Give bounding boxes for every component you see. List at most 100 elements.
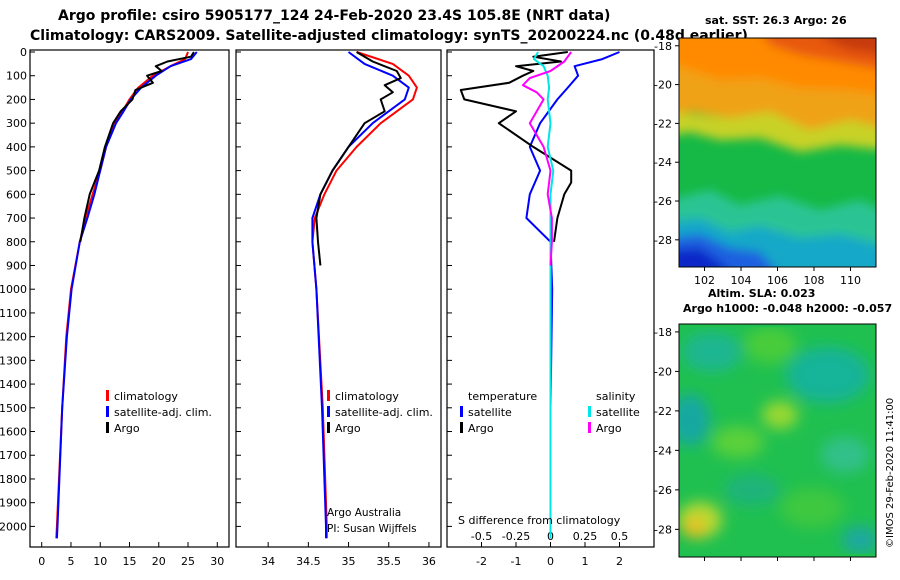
series-line-climatology <box>311 51 418 539</box>
map-y-tick-label: -24 <box>654 156 672 169</box>
series-line-s-argo <box>521 51 573 266</box>
credit-line-2: PI: Susan Wijffels <box>327 523 417 535</box>
legend-label-s-satellite: satellite <box>596 406 640 419</box>
depth-tick-label: 1100 <box>0 307 27 320</box>
map-x-tick-label: 106 <box>767 274 788 287</box>
difference-series <box>459 51 620 539</box>
sla-map-axes: -18 -20 -22 -24 -26 -28 <box>654 326 851 561</box>
sla-map-field <box>679 324 876 557</box>
depth-tick-label: 1400 <box>0 378 27 391</box>
map-y-tick-label: -24 <box>654 444 672 457</box>
x-tick-label: 0 <box>38 555 45 568</box>
legend-swatch-s-argo <box>588 422 591 433</box>
difference-x-axis: -2 -1 0 1 2-0.5 -0.25 0 0.25 0.5 <box>471 530 628 568</box>
map-x-tick-label: 102 <box>694 274 715 287</box>
series-line-argo <box>79 51 195 242</box>
legend-label-argo: Argo <box>114 422 140 435</box>
depth-tick-label: 2000 <box>0 520 27 533</box>
difference-legend: temperature salinity satellite Argo sate… <box>460 390 640 435</box>
x-tick-label: 1 <box>582 555 589 568</box>
difference-x-label: S difference from climatology <box>458 514 621 527</box>
depth-tick-label: 800 <box>6 236 27 249</box>
depth-tick-label: 1300 <box>0 354 27 367</box>
x-tick-label: 25 <box>181 555 195 568</box>
x-tick-label-salinity: 0.5 <box>611 530 629 543</box>
depth-tick-label: 1700 <box>0 449 27 462</box>
depth-tick-label: 700 <box>6 212 27 225</box>
series-line-t-argo <box>459 51 573 242</box>
x-tick-label: 20 <box>152 555 166 568</box>
map-x-tick-label: 108 <box>803 274 824 287</box>
x-tick-label-salinity: -0.25 <box>502 530 530 543</box>
temperature-series <box>55 51 198 539</box>
map-y-tick-label: -22 <box>654 405 672 418</box>
salinity-series <box>311 51 418 539</box>
legend-label-satellite: satellite-adj. clim. <box>335 406 433 419</box>
depth-axis: 0 100 200 300 400 500 600 700 800 900 1000 1100 1200… <box>0 46 452 533</box>
sla-map-title-1: Altim. SLA: 0.023 <box>708 287 815 300</box>
legend-label-satellite: satellite-adj. clim. <box>114 406 212 419</box>
x-tick-label: 35 <box>342 555 356 568</box>
legend-title-temperature: temperature <box>468 390 537 403</box>
legend-swatch-climatology <box>327 390 330 401</box>
legend-swatch-s-satellite <box>588 406 591 417</box>
map-x-tick-label: 104 <box>731 274 752 287</box>
depth-tick-label: 900 <box>6 259 27 272</box>
legend-swatch-climatology <box>106 390 109 401</box>
salinity-panel-frame <box>235 49 442 548</box>
legend-swatch-argo <box>327 422 330 433</box>
x-tick-label: -2 <box>476 555 487 568</box>
title-line-1: Argo profile: csiro 5905177_124 24-Feb-2… <box>58 8 610 24</box>
sst-map-field <box>679 38 876 267</box>
series-line-s-satellite <box>532 51 555 539</box>
series-line-t-satellite <box>525 51 620 539</box>
sst-map-axes: -18 -20 -22 -24 -26 -28 102 104 106 108 110 <box>654 40 861 287</box>
legend-label-t-argo: Argo <box>468 422 494 435</box>
temperature-x-axis: 0 5 10 15 20 25 30 <box>38 542 224 568</box>
legend-swatch-argo <box>106 422 109 433</box>
depth-tick-label: 500 <box>6 165 27 178</box>
x-tick-label-salinity: 0.25 <box>573 530 598 543</box>
sla-map-title-2: Argo h1000: -0.048 h2000: -0.057 <box>683 302 892 315</box>
legend-label-s-argo: Argo <box>596 422 622 435</box>
x-tick-label: 5 <box>67 555 74 568</box>
depth-tick-label: 600 <box>6 188 27 201</box>
depth-tick-label: 200 <box>6 93 27 106</box>
map-y-tick-label: -28 <box>654 523 672 536</box>
depth-tick-label: 1000 <box>0 283 27 296</box>
map-y-tick-label: -28 <box>654 234 672 247</box>
legend-title-salinity: salinity <box>596 390 636 403</box>
salinity-x-axis: 34 34.5 35 35.5 36 <box>261 542 436 568</box>
map-y-tick-label: -20 <box>654 79 672 92</box>
depth-tick-label: 100 <box>6 70 27 83</box>
legend-label-climatology: climatology <box>114 390 178 403</box>
x-tick-label: 34.5 <box>296 555 321 568</box>
x-tick-label: 10 <box>93 555 107 568</box>
map-y-tick-label: -26 <box>654 484 672 497</box>
map-y-tick-label: -18 <box>654 326 672 339</box>
legend-swatch-satellite <box>106 406 109 417</box>
series-line-satellite-adj-clim- <box>311 51 410 539</box>
x-tick-label: 2 <box>616 555 623 568</box>
salinity-legend: climatology satellite-adj. clim. Argo <box>327 390 433 435</box>
x-tick-label: 30 <box>210 555 224 568</box>
x-tick-label: 0 <box>547 555 554 568</box>
x-tick-label-salinity: -0.5 <box>471 530 492 543</box>
temperature-legend: climatology satellite-adj. clim. Argo <box>106 390 212 435</box>
title-line-2: Climatology: CARS2009. Satellite-adjuste… <box>30 28 748 44</box>
map-y-tick-label: -18 <box>654 40 672 53</box>
depth-tick-label: 0 <box>20 46 27 59</box>
series-line-argo <box>315 51 402 266</box>
x-tick-label: -1 <box>511 555 522 568</box>
credit-line-1: Argo Australia <box>327 507 401 519</box>
depth-tick-label: 1900 <box>0 497 27 510</box>
depth-tick-label: 400 <box>6 141 27 154</box>
depth-tick-label: 1800 <box>0 473 27 486</box>
legend-label-argo: Argo <box>335 422 361 435</box>
x-tick-label: 35.5 <box>376 555 401 568</box>
depth-tick-label: 1600 <box>0 426 27 439</box>
x-tick-label: 34 <box>261 555 275 568</box>
series-line-satellite-adj-clim- <box>55 51 198 539</box>
legend-swatch-t-argo <box>460 422 463 433</box>
legend-swatch-satellite <box>327 406 330 417</box>
